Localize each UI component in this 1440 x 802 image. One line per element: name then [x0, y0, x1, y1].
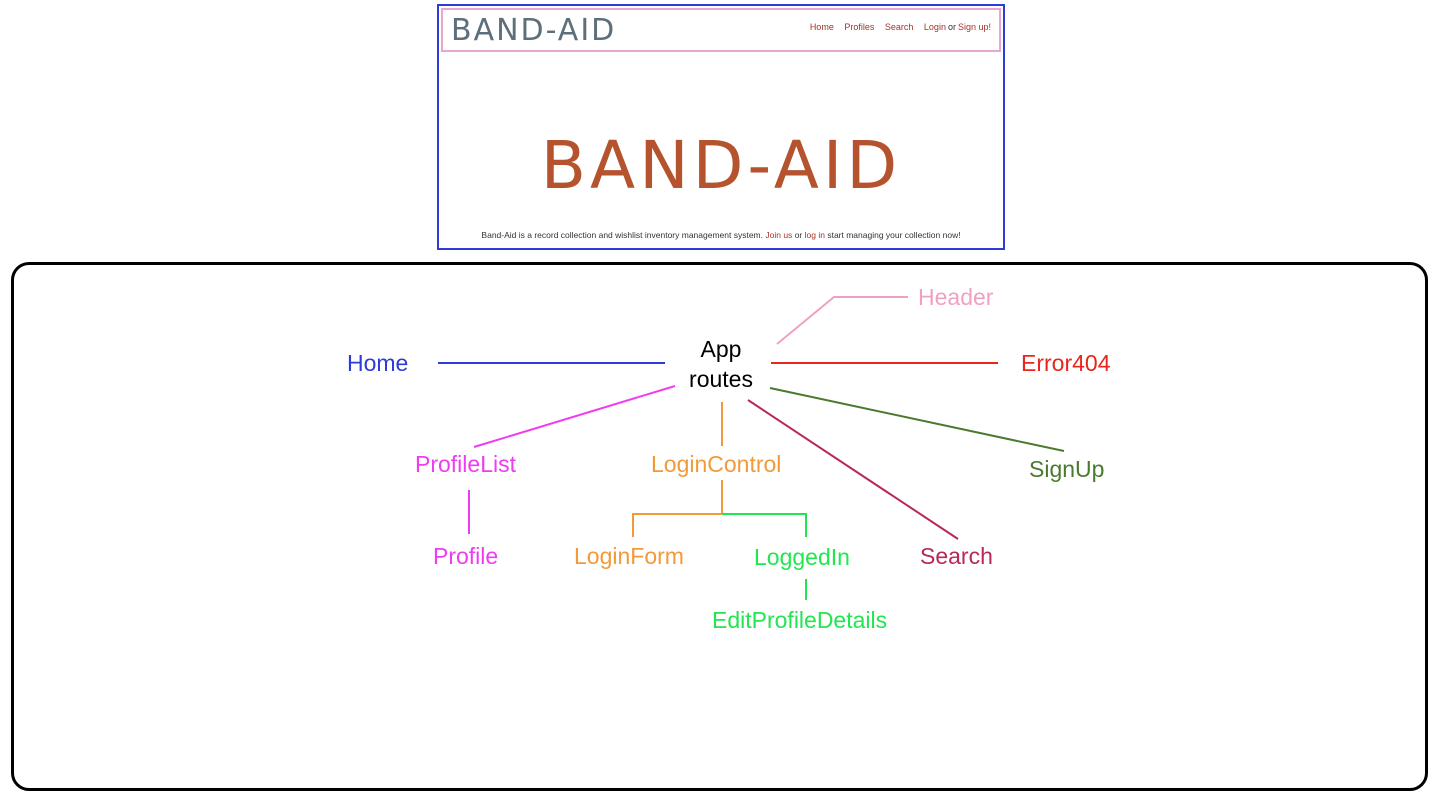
brand-logo-small[interactable]: BAND-AID — [451, 13, 617, 48]
edit-profile-details-node: EditProfileDetails — [712, 607, 888, 633]
hero-logo: BAND-AID — [540, 127, 902, 204]
app-screenshot: BAND-AID Home Profiles Search Login or Sig… — [437, 4, 1005, 250]
logged-in-node: LoggedIn — [754, 544, 850, 570]
diagram-frame — [11, 262, 1428, 791]
login-control-node: LoginControl — [651, 451, 782, 477]
search-node: Search — [920, 543, 993, 569]
nav-signup-link[interactable]: Sign up! — [957, 22, 991, 32]
nav-home-link[interactable]: Home — [809, 22, 834, 32]
error404-node: Error404 — [1021, 350, 1111, 376]
join-us-link[interactable]: Join us — [765, 230, 793, 240]
tagline-text-end: start managing your collection now! — [827, 230, 961, 240]
login-form-node: LoginForm — [574, 543, 684, 569]
header-node: Header — [918, 284, 994, 310]
tagline-text-start: Band-Aid is a record collection and wish… — [481, 230, 763, 240]
nav-login-link[interactable]: Login — [923, 22, 946, 32]
app-routes-node: App routes — [671, 334, 771, 394]
profile-node: Profile — [433, 543, 499, 569]
nav-profiles-link[interactable]: Profiles — [844, 22, 875, 32]
nav-search-link[interactable]: Search — [884, 22, 914, 32]
app-routes-line2: routes — [689, 366, 753, 392]
tagline-or: or — [794, 230, 803, 240]
log-in-link[interactable]: log in — [804, 230, 825, 240]
app-routes-line1: App — [700, 336, 742, 362]
nav-menu: Home Profiles Search Login or Sign up! — [802, 22, 991, 32]
header-bar: BAND-AID Home Profiles Search Login or Sig… — [441, 8, 1001, 52]
profile-list-node: ProfileList — [415, 451, 516, 477]
home-node: Home — [347, 350, 409, 376]
signup-node: SignUp — [1029, 456, 1105, 482]
hero-tagline: Band-Aid is a record collection and wish… — [439, 230, 1003, 240]
nav-or-text: or — [947, 22, 956, 32]
